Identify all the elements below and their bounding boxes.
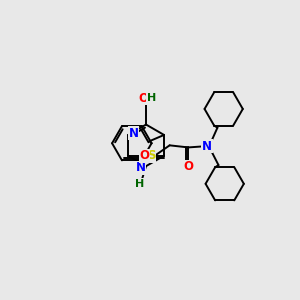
Text: H: H [135,179,145,189]
Text: S: S [147,149,155,162]
Text: N: N [128,127,138,140]
Text: O: O [140,149,150,162]
Text: N: N [202,140,212,153]
Text: O: O [183,160,193,173]
Text: O: O [139,92,149,105]
Text: H: H [147,93,156,103]
Text: N: N [136,161,146,174]
